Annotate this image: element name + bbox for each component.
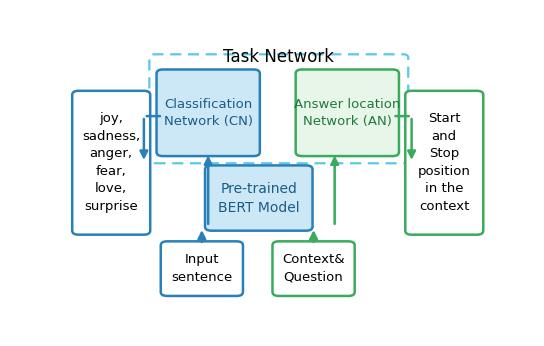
- Text: Task Network: Task Network: [223, 48, 335, 66]
- Text: Pre-trained
BERT Model: Pre-trained BERT Model: [218, 182, 300, 215]
- FancyBboxPatch shape: [273, 242, 355, 296]
- FancyBboxPatch shape: [205, 165, 312, 231]
- Text: Context&
Question: Context& Question: [282, 253, 345, 284]
- Text: Input
sentence: Input sentence: [171, 253, 232, 284]
- FancyBboxPatch shape: [296, 70, 399, 156]
- FancyBboxPatch shape: [72, 91, 150, 235]
- Text: Start
and
Stop
position
in the
context: Start and Stop position in the context: [418, 112, 471, 213]
- FancyBboxPatch shape: [161, 242, 243, 296]
- Text: Answer location
Network (AN): Answer location Network (AN): [294, 98, 400, 128]
- FancyBboxPatch shape: [405, 91, 483, 235]
- Text: joy,
sadness,
anger,
fear,
love,
surprise: joy, sadness, anger, fear, love, surpris…: [82, 112, 140, 213]
- Text: Classification
Network (CN): Classification Network (CN): [164, 98, 252, 128]
- FancyBboxPatch shape: [157, 70, 260, 156]
